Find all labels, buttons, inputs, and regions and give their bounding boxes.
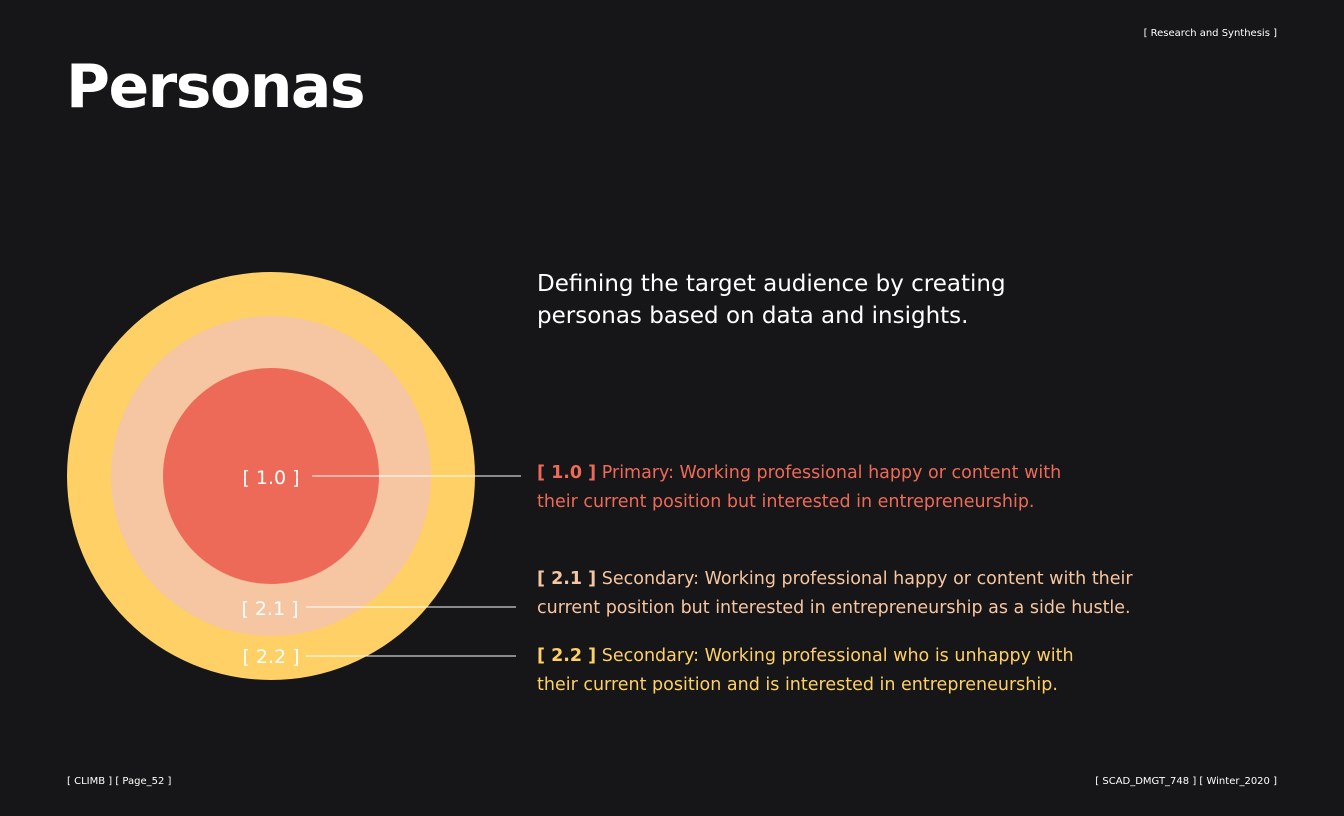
persona-2-1-line-1: [ 2.1 ] Secondary: Working professional … [537, 565, 1157, 594]
persona-primary-1-0: [ 1.0 ] Primary: Working professional ha… [537, 459, 1097, 517]
persona-code-2-2: [ 2.2 ] [537, 646, 597, 666]
ring-primary-1-0 [163, 368, 379, 584]
persona-2-1-text-2: current position but interested in entre… [537, 598, 1131, 618]
persona-1-0-text-1: Primary: Working professional happy or c… [596, 463, 1062, 483]
intro-text: Defining the target audience by creating… [537, 268, 1057, 332]
intro-line-2: personas based on data and insights. [537, 303, 969, 329]
persona-code-2-1: [ 2.1 ] [537, 569, 597, 589]
persona-2-2-text-2: their current position and is interested… [537, 675, 1058, 695]
section-tag: [ Research and Synthesis ] [1143, 28, 1277, 39]
persona-1-0-text-2: their current position but interested in… [537, 492, 1035, 512]
page-title: Personas [66, 52, 366, 122]
ring-label-1-0: [ 1.0 ] [242, 467, 299, 489]
persona-1-0-line-1: [ 1.0 ] Primary: Working professional ha… [537, 459, 1097, 488]
ring-label-2-2: [ 2.2 ] [242, 646, 299, 668]
ring-label-2-1: [ 2.1 ] [241, 598, 298, 620]
persona-2-1-text-1: Secondary: Working professional happy or… [596, 569, 1133, 589]
persona-2-2-line-1: [ 2.2 ] Secondary: Working professional … [537, 642, 1097, 671]
persona-2-2-text-1: Secondary: Working professional who is u… [596, 646, 1074, 666]
footer-right: [ SCAD_DMGT_748 ] [ Winter_2020 ] [1095, 776, 1277, 787]
persona-code-1-0: [ 1.0 ] [537, 463, 597, 483]
footer-left: [ CLIMB ] [ Page_52 ] [67, 776, 172, 787]
persona-secondary-2-2: [ 2.2 ] Secondary: Working professional … [537, 642, 1097, 700]
persona-secondary-2-1: [ 2.1 ] Secondary: Working professional … [537, 565, 1157, 623]
intro-line-1: Defining the target audience by creating [537, 271, 1006, 297]
